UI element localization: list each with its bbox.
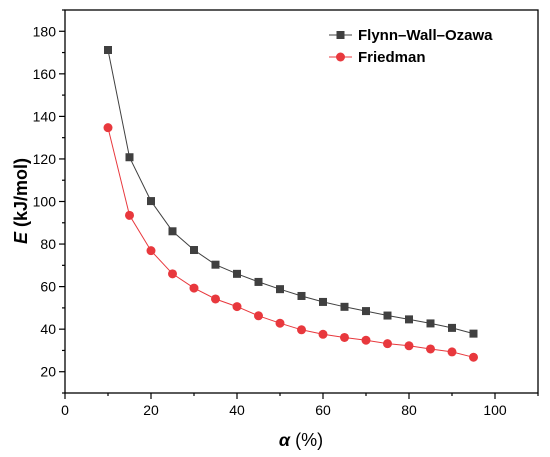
y-tick-label: 120 <box>33 151 57 167</box>
data-point-square <box>254 277 263 286</box>
y-axis-symbol: E <box>11 231 31 244</box>
x-tick-label: 60 <box>315 402 331 418</box>
legend-label-fwo: Flynn–Wall–Ozawa <box>358 27 493 44</box>
x-tick-label: 0 <box>61 402 69 418</box>
data-point-square <box>276 285 284 294</box>
data-point-circle <box>146 246 156 256</box>
legend-label-friedman: Friedman <box>358 49 426 66</box>
data-point-square <box>297 291 306 300</box>
data-point-circle <box>318 329 328 339</box>
y-tick-label: 20 <box>40 364 56 380</box>
y-tick-label: 80 <box>40 236 56 252</box>
data-point-circle <box>254 311 263 321</box>
data-point-circle <box>361 335 371 345</box>
x-axis-unit: (%) <box>290 430 323 450</box>
x-axis-title: α (%) <box>279 430 323 450</box>
data-point-circle <box>469 352 478 362</box>
data-point-circle <box>340 332 349 342</box>
y-tick-label: 60 <box>40 279 56 295</box>
data-point-circle <box>275 318 285 328</box>
y-tick-label: 180 <box>33 23 57 39</box>
y-tick-label: 100 <box>33 194 57 210</box>
plot-frame <box>64 9 539 394</box>
data-point-square <box>319 297 327 306</box>
data-point-square <box>168 227 177 236</box>
data-point-circle <box>211 294 220 304</box>
x-tick-label: 100 <box>483 402 507 418</box>
data-point-square <box>211 260 220 269</box>
data-point-square <box>362 307 370 316</box>
data-point-circle <box>189 283 199 293</box>
data-point-square <box>147 197 155 206</box>
y-axis-unit: (kJ/mol) <box>11 158 31 232</box>
data-point-circle <box>103 123 113 133</box>
data-point-circle <box>125 210 134 220</box>
y-tick-label: 160 <box>33 66 57 82</box>
data-point-square <box>469 329 478 338</box>
legend: Flynn–Wall–Ozawa Friedman <box>329 27 493 66</box>
data-point-square <box>125 153 134 162</box>
data-point-circle <box>447 347 457 357</box>
data-point-circle <box>404 341 414 351</box>
data-point-square <box>104 46 112 55</box>
data-point-circle <box>297 325 306 335</box>
data-point-circle <box>383 339 392 349</box>
series-markers <box>103 46 478 362</box>
y-tick-label: 140 <box>33 108 57 124</box>
data-point-square <box>383 311 392 320</box>
legend-marker-friedman <box>336 52 345 62</box>
x-tick-label: 20 <box>143 402 159 418</box>
x-tick-label: 80 <box>401 402 417 418</box>
data-point-square <box>340 302 349 311</box>
data-point-circle <box>168 269 177 279</box>
data-point-circle <box>426 344 435 354</box>
y-axis-title: E (kJ/mol) <box>11 158 31 244</box>
tick-labels: 0 20 40 60 80 100 20 40 60 80 100 120 140 160 180 <box>33 23 507 418</box>
y-tick-label: 40 <box>40 321 56 337</box>
data-point-circle <box>232 302 242 312</box>
legend-marker-fwo <box>336 31 345 39</box>
data-point-square <box>448 323 456 332</box>
data-point-square <box>405 315 413 324</box>
data-point-square <box>190 246 198 255</box>
x-tick-label: 40 <box>229 402 245 418</box>
x-axis-symbol: α <box>279 430 291 450</box>
data-point-square <box>426 319 435 328</box>
data-point-square <box>233 269 241 278</box>
